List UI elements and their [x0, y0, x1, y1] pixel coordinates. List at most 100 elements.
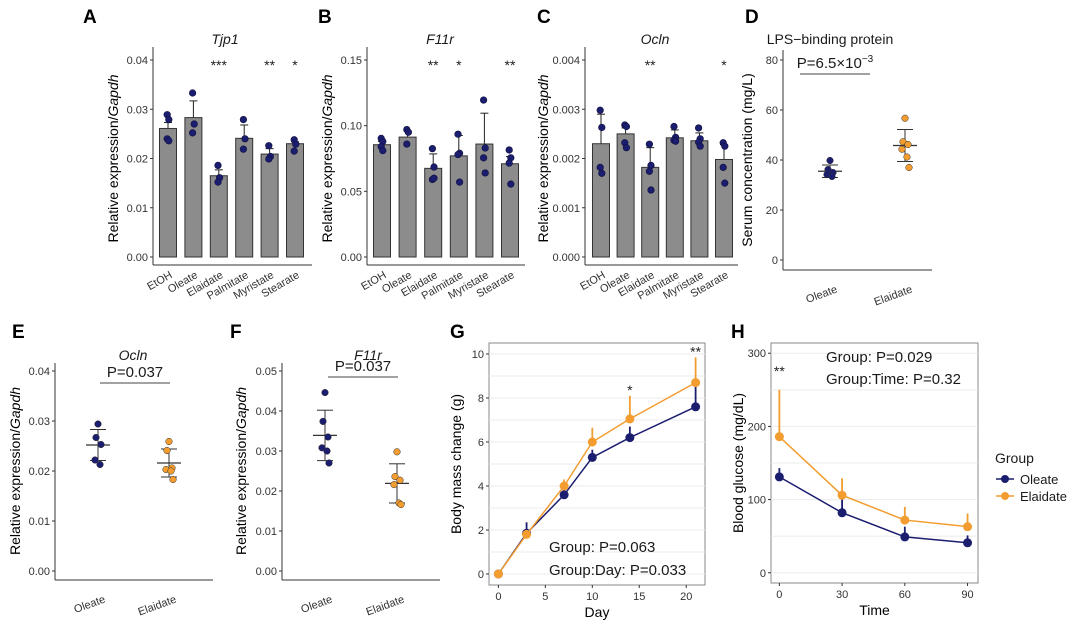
y-tick-label: 40: [766, 155, 778, 167]
y-tick-label: 60: [766, 105, 778, 117]
data-point: [390, 481, 398, 489]
data-point: [625, 414, 635, 424]
data-point: [826, 156, 834, 165]
y-tick-label: 0.03: [127, 104, 148, 116]
bar: [501, 163, 519, 258]
y-axis-label-italic: Gapdh: [233, 387, 249, 429]
data-point: [214, 178, 222, 186]
data-point: [774, 472, 784, 482]
pvalue-label: P=6.5×10−3: [797, 54, 874, 72]
data-point: [493, 569, 503, 579]
y-tick-label: 80: [766, 55, 778, 67]
y-tick-label: 0.00: [29, 566, 50, 578]
bar: [616, 133, 635, 258]
data-point: [454, 150, 462, 159]
data-point: [430, 174, 438, 182]
x-tick-label: Oleate: [72, 594, 107, 616]
y-axis-label: Blood glucose (mg/dL): [730, 393, 746, 533]
bar: [235, 137, 254, 258]
legend-label: Elaidate: [1020, 489, 1067, 504]
panel-d: D LPS−binding protein 0 20 40 60 80 Serum conce…: [739, 7, 932, 308]
legend-label: Oleate: [1020, 472, 1058, 487]
y-tick-label: 0.002: [552, 154, 580, 166]
panel-letter: F: [230, 322, 242, 343]
x-tick-label: 0: [776, 589, 782, 601]
bar: [449, 155, 468, 258]
data-point: [898, 145, 906, 153]
data-point: [837, 508, 847, 518]
panel-title: LPS−binding protein: [767, 31, 894, 47]
legend-title: Group: [995, 450, 1034, 466]
data-point: [163, 446, 171, 455]
data-point: [598, 123, 606, 132]
x-axis-label: Day: [585, 604, 610, 620]
x-axis-label: Time: [859, 602, 890, 618]
data-point: [505, 159, 513, 167]
data-point: [403, 140, 411, 148]
data-point: [900, 532, 910, 542]
series-line: [778, 476, 968, 544]
y-axis-label-text: Relative expression/: [535, 116, 551, 242]
y-tick-label: 0.05: [256, 366, 277, 378]
stat-annotation: Group: P=0.029: [826, 349, 932, 366]
stat-annotation: Group:Time: P=0.32: [826, 371, 961, 388]
pvalue-label: P=0.037: [107, 364, 163, 381]
data-point: [169, 475, 177, 484]
y-axis-label: Relative expression/Gapdh: [319, 74, 335, 242]
y-tick-label: 20: [766, 205, 778, 217]
data-point: [837, 490, 847, 500]
x-tick-label: 30: [836, 589, 848, 601]
significance-marker: **: [645, 57, 656, 73]
pvalue-exponent: −3: [862, 54, 874, 65]
pvalue-label: P=0.037: [335, 358, 391, 375]
data-point: [696, 142, 704, 150]
y-tick-label: 0.001: [552, 203, 580, 215]
data-point: [645, 140, 654, 148]
bar: [373, 144, 391, 258]
data-point: [647, 161, 655, 169]
data-point: [94, 420, 102, 428]
bar: [209, 175, 228, 258]
panel-letter: A: [83, 7, 97, 28]
data-point: [325, 459, 333, 467]
series-elaidate: [493, 357, 701, 579]
x-tick-label: 5: [542, 591, 548, 603]
data-point: [507, 180, 515, 188]
y-tick-label: 0.004: [552, 55, 580, 67]
data-point: [96, 460, 104, 469]
y-tick-label: 0.01: [127, 203, 148, 215]
data-point: [691, 402, 701, 412]
y-tick-label: 0.05: [341, 186, 362, 198]
data-point: [379, 147, 387, 155]
pvalue-text: P=6.5×10: [797, 55, 862, 72]
data-point: [97, 440, 105, 449]
y-tick-label: 100: [748, 495, 766, 507]
data-point: [622, 144, 631, 152]
panel-f: F F11r 0.00 0.01 0.02 0.03 0.04 0.05 Relative ex…: [230, 322, 440, 618]
significance-marker: *: [627, 382, 633, 398]
significance-marker: **: [690, 343, 701, 359]
significance-marker: *: [721, 57, 727, 73]
data-point: [92, 433, 100, 442]
y-axis-label: Relative expression/Gapdh: [7, 387, 23, 555]
data-point: [587, 437, 597, 447]
bar: [159, 127, 177, 258]
y-axis-label-italic: Gapdh: [105, 74, 121, 116]
data-point: [963, 538, 973, 548]
data-point: [481, 169, 489, 177]
legend-swatch-marker: [1001, 492, 1009, 500]
series-oleate: [774, 468, 973, 548]
panel-letter: H: [731, 322, 745, 343]
y-tick-label: 0.03: [29, 416, 50, 428]
y-axis-label: Relative expression/Gapdh: [233, 387, 249, 555]
data-point: [323, 447, 331, 455]
x-tick-label: Oleate: [804, 284, 839, 306]
y-axis-label: Serum concentration (mg/L): [739, 73, 755, 247]
data-point: [625, 433, 635, 443]
y-axis-label-italic: Gapdh: [319, 74, 335, 116]
data-point: [319, 417, 327, 425]
data-point: [559, 490, 569, 500]
data-point: [397, 501, 405, 509]
data-point: [670, 122, 678, 131]
